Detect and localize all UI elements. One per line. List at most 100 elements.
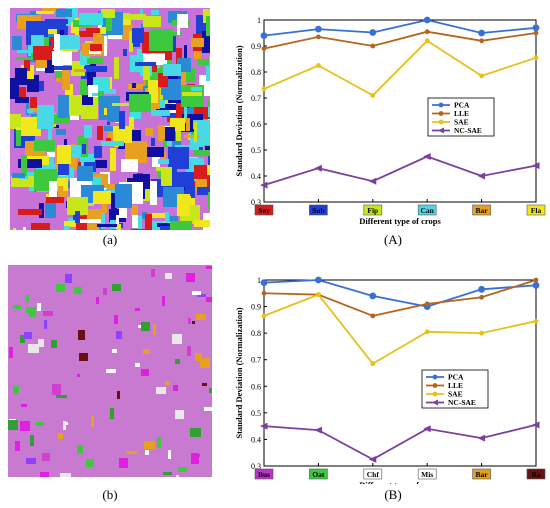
map-a-patch xyxy=(45,50,54,73)
map-b-patch xyxy=(106,369,116,373)
map-b-patch xyxy=(163,472,172,475)
map-a-patch xyxy=(123,49,127,56)
x-category-swatch xyxy=(417,468,437,480)
data-point xyxy=(369,29,377,36)
map-a-patch xyxy=(130,14,146,20)
map-a-patch xyxy=(52,51,72,65)
map-b-patch xyxy=(110,408,114,419)
map-a-patch xyxy=(194,220,210,227)
caption-b: (b) xyxy=(102,487,118,502)
map-a-patch xyxy=(64,226,70,230)
series-line-lle xyxy=(263,30,537,50)
series-line-lle xyxy=(263,279,537,317)
legend-marker xyxy=(432,383,438,388)
map-a-patch xyxy=(48,129,52,146)
y-tick-label: 0.7 xyxy=(251,356,261,365)
map-a-patch xyxy=(206,16,210,36)
map-a-patch xyxy=(163,64,181,76)
map-a-patch xyxy=(87,63,96,86)
map-a-patch xyxy=(177,194,190,216)
legend-label: PCA xyxy=(454,101,470,110)
map-a-patch xyxy=(157,223,170,227)
legend-marker xyxy=(432,399,438,406)
map-a-patch xyxy=(58,186,63,196)
map-b-patch xyxy=(36,422,44,426)
y-tick-label: 0.3 xyxy=(251,462,261,471)
data-point xyxy=(316,63,321,68)
map-a-patch xyxy=(18,159,42,168)
data-point xyxy=(316,292,321,298)
map-a-patch xyxy=(106,10,112,31)
x-category-swatch xyxy=(417,204,437,216)
map-a-patch xyxy=(191,38,204,47)
x-tick-label: Ra xyxy=(531,470,540,479)
map-b-patch xyxy=(209,388,212,393)
map-a-patch xyxy=(199,81,210,96)
map-a-patch xyxy=(80,51,90,65)
map-b-patch xyxy=(13,305,21,309)
data-point xyxy=(370,313,376,319)
map-b-patch xyxy=(187,346,191,356)
map-a-patch xyxy=(114,57,119,79)
map-a-patch xyxy=(45,157,54,177)
map-a-patch xyxy=(152,213,165,218)
map-b-patch xyxy=(20,335,25,343)
y-tick-label: 0.6 xyxy=(251,120,261,129)
map-a-patch xyxy=(149,29,173,51)
map-a-patch xyxy=(194,45,201,59)
map-a-patch xyxy=(119,111,125,129)
map-a-patch xyxy=(207,100,210,107)
map-b-patch xyxy=(65,422,68,425)
map-a-patch xyxy=(172,132,181,152)
x-category-swatch xyxy=(526,468,546,480)
map-a-patch xyxy=(117,224,121,230)
data-point xyxy=(261,46,267,51)
map-b-patch xyxy=(52,384,61,395)
y-axis-label: Standard Deviation (Normalization) xyxy=(234,307,244,438)
map-a-patch xyxy=(15,97,29,103)
y-tick-label: 0.9 xyxy=(251,303,261,312)
map-a-patch xyxy=(132,83,136,88)
map-b-patch xyxy=(153,324,156,335)
map-b-patch xyxy=(26,295,29,302)
map-b-patch xyxy=(116,331,122,339)
map-b-patch xyxy=(112,284,121,291)
map-b-patch xyxy=(42,453,50,461)
map-a-patch xyxy=(69,95,82,115)
map-b-patch xyxy=(21,404,27,407)
x-tick-label: Mis xyxy=(421,470,433,479)
map-a-patch xyxy=(17,50,38,53)
y-tick-label: 0.8 xyxy=(251,329,261,338)
map-a-patch xyxy=(206,66,210,86)
map-b-patch xyxy=(156,387,166,394)
legend-marker xyxy=(432,391,438,397)
map-a-patch xyxy=(163,139,168,147)
data-point xyxy=(423,153,431,160)
map-a-patch xyxy=(101,213,105,229)
map-a-patch xyxy=(151,10,159,15)
y-tick-label: 0.3 xyxy=(251,198,261,207)
data-point xyxy=(261,86,267,92)
map-a-patch xyxy=(24,57,30,71)
map-a-patch xyxy=(56,129,66,135)
data-point xyxy=(532,24,540,32)
map-b-patch xyxy=(200,358,210,368)
x-tick-label: Bar xyxy=(476,470,489,479)
data-point xyxy=(370,43,376,49)
map-a-patch xyxy=(131,229,145,230)
map-a-patch xyxy=(106,138,111,142)
map-b-patch xyxy=(175,410,184,419)
map-a-patch xyxy=(143,62,150,80)
map-a-patch xyxy=(177,14,188,28)
map-a-patch xyxy=(37,105,54,129)
map-a-patch xyxy=(49,181,57,203)
y-tick-label: 0.9 xyxy=(251,42,261,51)
caption-A: (A) xyxy=(383,232,403,247)
x-category-swatch xyxy=(309,468,328,480)
map-a-patch xyxy=(31,223,50,230)
line-chart-A: 0.3 0.4 0.5 0.6 0.7 0.8 0.9 1 Soy Sub Fip Can Bar Fla… xyxy=(234,16,546,226)
map-a-patch xyxy=(129,31,133,52)
legend-marker xyxy=(438,119,444,125)
map-a-patch xyxy=(138,216,142,230)
legend-label: LLE xyxy=(454,109,469,118)
